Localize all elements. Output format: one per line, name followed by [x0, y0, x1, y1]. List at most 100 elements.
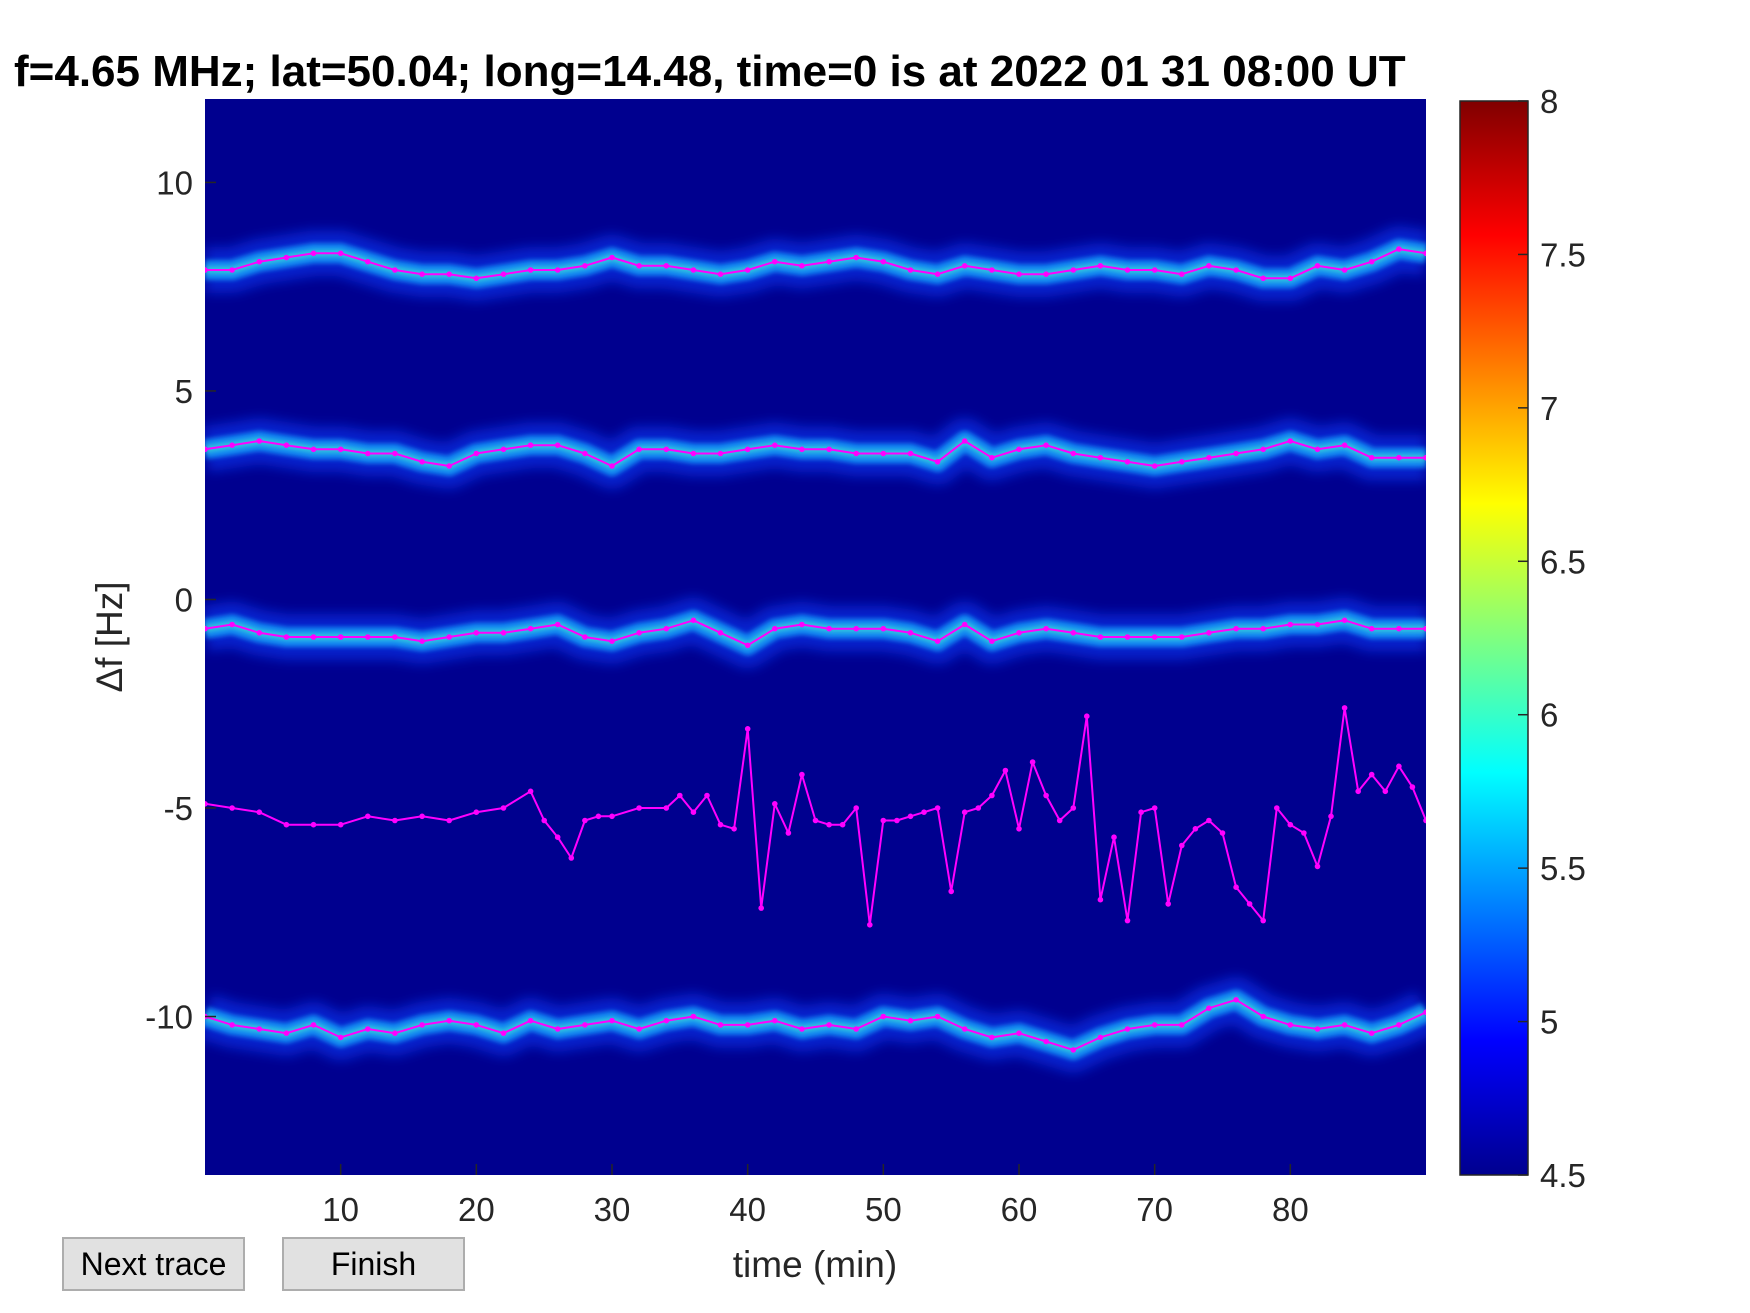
- trace-point: [1151, 805, 1158, 811]
- trace-point: [853, 625, 859, 632]
- trace-point: [1070, 630, 1077, 636]
- trace-point: [473, 450, 480, 457]
- trace-point: [392, 450, 398, 457]
- trace-point: [1233, 997, 1239, 1003]
- trace-point: [609, 254, 615, 261]
- trace-point: [758, 905, 764, 911]
- trace-point: [392, 817, 398, 824]
- x-tick-label: 40: [729, 1191, 766, 1228]
- trace-point: [853, 1026, 859, 1032]
- trace-point: [1056, 817, 1063, 824]
- trace-point: [256, 258, 263, 265]
- trace-point: [799, 263, 805, 269]
- trace-point: [1314, 263, 1321, 269]
- trace-point: [1016, 271, 1022, 278]
- trace-point: [1423, 454, 1426, 461]
- colorbar-tick-label: 6: [1540, 697, 1558, 734]
- trace-point: [1002, 767, 1009, 774]
- trace-point: [1314, 621, 1321, 628]
- trace-point: [812, 817, 819, 824]
- y-tick-label: 0: [175, 581, 193, 618]
- trace-point: [1287, 621, 1294, 628]
- trace-point: [1368, 258, 1375, 265]
- trace-point: [609, 1017, 615, 1024]
- y-tick-label: 10: [156, 164, 193, 201]
- trace-point: [772, 442, 778, 449]
- trace-point: [690, 1013, 697, 1020]
- trace-point: [229, 805, 235, 811]
- trace-point: [337, 250, 344, 257]
- trace-point: [1084, 713, 1090, 719]
- trace-point: [1043, 271, 1049, 278]
- trace-point: [1111, 834, 1117, 840]
- next-trace-button[interactable]: Next trace: [62, 1237, 245, 1291]
- trace-point: [989, 454, 995, 461]
- trace-point: [880, 258, 887, 265]
- trace-point: [473, 1022, 480, 1028]
- trace-point: [1287, 275, 1294, 282]
- y-axis-label: Δf [Hz]: [89, 581, 130, 692]
- trace-point: [1179, 634, 1185, 640]
- trace-point: [1368, 771, 1375, 778]
- trace-point: [1396, 454, 1402, 461]
- trace-point: [1179, 1022, 1185, 1028]
- trace-point: [419, 459, 425, 465]
- trace-point: [636, 263, 642, 269]
- trace-point: [365, 258, 371, 265]
- trace-point: [500, 805, 507, 811]
- trace-point: [880, 450, 887, 457]
- trace-point: [419, 638, 425, 644]
- trace-point: [1341, 705, 1348, 711]
- trace-point: [1341, 1022, 1348, 1028]
- colorbar-tick-label: 6.5: [1540, 543, 1586, 580]
- colorbar-tick-label: 5.5: [1540, 850, 1586, 887]
- x-tick-label: 70: [1136, 1191, 1173, 1228]
- trace-point: [663, 263, 670, 269]
- trace-point: [1043, 625, 1049, 632]
- x-axis: 10 20 30 40 50 60 70 80 time (min): [322, 1164, 1309, 1285]
- trace-point: [446, 463, 453, 469]
- trace-point: [934, 805, 941, 811]
- trace-point: [826, 1022, 832, 1028]
- trace-point: [1124, 917, 1131, 924]
- trace-point: [527, 788, 534, 795]
- trace-point: [419, 813, 425, 820]
- trace-point: [1124, 267, 1131, 273]
- trace-point: [799, 771, 805, 778]
- trace-point: [717, 271, 724, 278]
- trace-point: [1043, 792, 1049, 799]
- trace-point: [961, 438, 968, 444]
- trace-point: [921, 809, 927, 815]
- colorbar-tick-label: 8: [1540, 83, 1558, 120]
- trace-point: [283, 1030, 290, 1036]
- trace-point: [1179, 271, 1185, 278]
- trace-point: [636, 1026, 642, 1032]
- trace-point: [1287, 1022, 1294, 1028]
- trace-point: [744, 446, 751, 453]
- colorbar-gradient: [1459, 100, 1529, 1176]
- trace-point: [799, 1026, 805, 1032]
- trace-point: [310, 1022, 317, 1028]
- trace-point: [1124, 459, 1131, 465]
- trace-point: [989, 1034, 995, 1041]
- x-tick-label: 50: [865, 1191, 902, 1228]
- trace-point: [826, 625, 832, 632]
- trace-point: [568, 855, 575, 861]
- trace-point: [582, 1022, 588, 1028]
- trace-point: [609, 813, 615, 820]
- trace-point: [785, 830, 792, 836]
- finish-button[interactable]: Finish: [282, 1237, 465, 1291]
- y-tick-label: 5: [175, 373, 193, 410]
- trace-point: [1043, 1038, 1049, 1045]
- trace-point: [690, 267, 697, 273]
- trace-point: [1233, 450, 1239, 457]
- trace-point: [717, 450, 724, 457]
- trace-point: [907, 630, 914, 636]
- trace-point: [337, 446, 344, 453]
- trace-point: [473, 630, 480, 636]
- trace-point: [1151, 1022, 1158, 1028]
- trace-point: [1396, 246, 1402, 252]
- trace-point: [1423, 625, 1426, 632]
- trace-point: [1016, 630, 1022, 636]
- trace-point: [1206, 263, 1212, 269]
